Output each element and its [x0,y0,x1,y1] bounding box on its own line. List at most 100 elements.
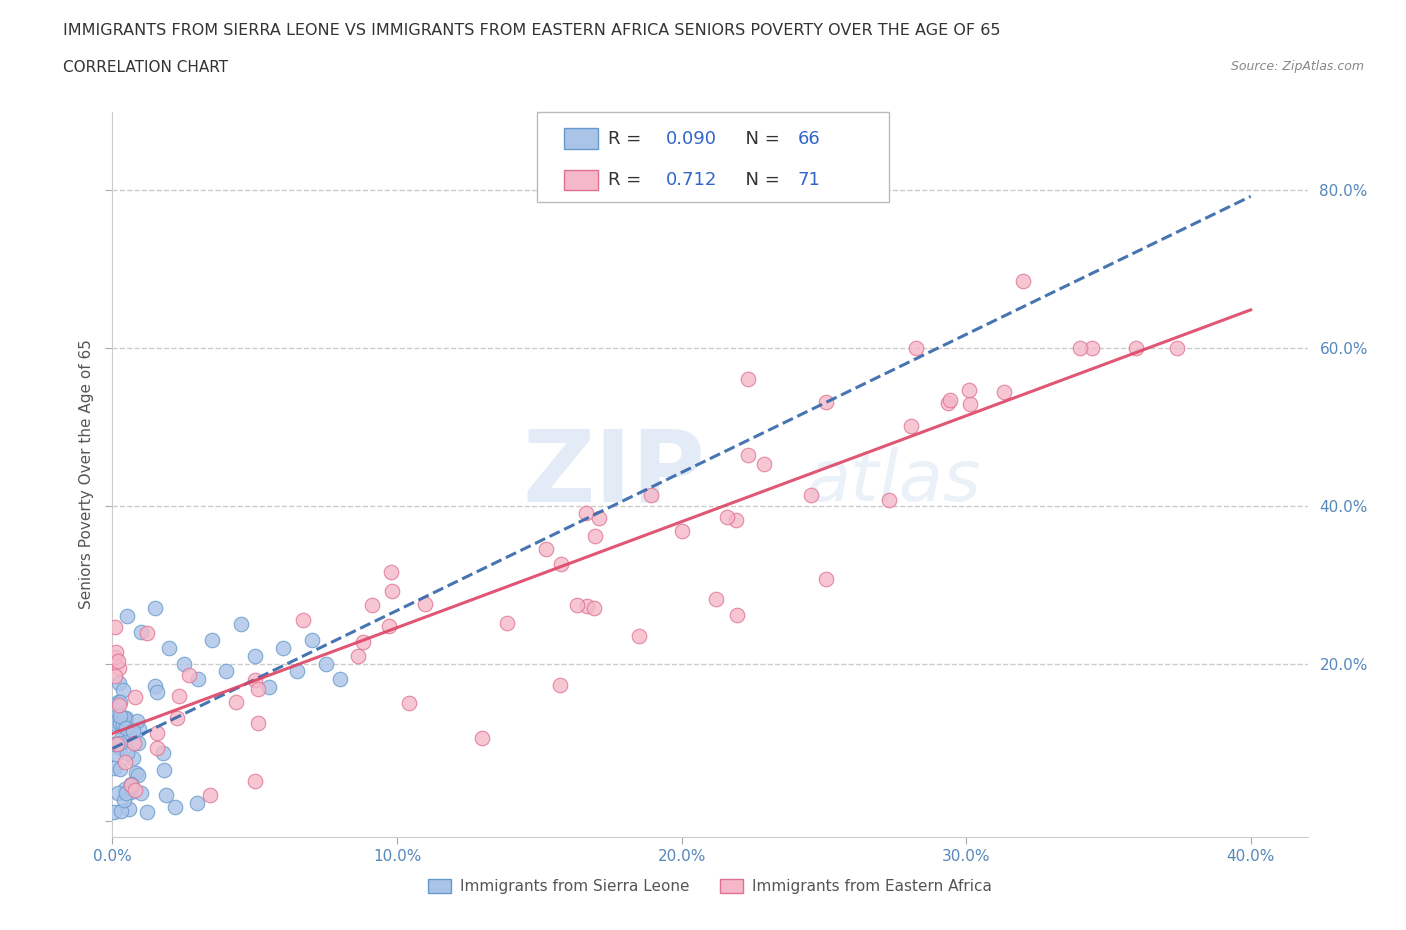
Text: 0.090: 0.090 [666,129,717,148]
Point [157,641,180,656]
Text: 0.712: 0.712 [666,171,717,190]
Point [105,737,128,751]
Point [550,557,572,572]
Point [127,767,149,782]
Point [103,805,125,820]
Point [225,694,247,709]
Point [576,598,599,613]
Text: R =: R = [609,171,647,190]
Point [136,804,159,819]
Point [575,505,598,520]
Point [737,371,759,386]
Point [104,619,127,634]
Point [704,591,727,606]
Point [292,613,315,628]
Point [103,761,125,776]
Point [1125,340,1147,355]
Point [115,746,138,761]
Point [108,716,131,731]
Point [115,609,138,624]
Point [900,418,922,433]
Point [110,804,132,818]
Point [120,777,142,791]
Point [114,781,136,796]
Point [534,541,557,556]
Point [143,601,166,616]
Point [582,601,605,616]
Point [1012,273,1035,288]
Point [107,654,129,669]
Point [121,751,143,765]
Point [725,512,748,527]
Point [114,711,136,726]
Text: Source: ZipAtlas.com: Source: ZipAtlas.com [1230,60,1364,73]
Point [107,698,129,712]
Point [104,669,127,684]
Point [301,632,323,647]
Point [125,765,148,780]
Point [135,626,157,641]
Point [107,708,129,723]
Point [471,730,494,745]
Point [146,684,169,699]
Point [129,625,152,640]
Text: IMMIGRANTS FROM SIERRA LEONE VS IMMIGRANTS FROM EASTERN AFRICA SENIORS POVERTY O: IMMIGRANTS FROM SIERRA LEONE VS IMMIGRAN… [63,23,1001,38]
Point [1166,340,1188,355]
Point [413,596,436,611]
Point [716,510,738,525]
Point [111,683,134,698]
Point [112,711,135,725]
Point [548,678,571,693]
Point [108,736,131,751]
Point [186,795,208,810]
Point [725,607,748,622]
Point [118,802,141,817]
Point [352,634,374,649]
Point [124,783,146,798]
Point [103,716,125,731]
Point [243,774,266,789]
Point [173,656,195,671]
Point [105,644,128,659]
Point [959,397,981,412]
Point [166,711,188,726]
Point [640,488,662,503]
Point [245,672,267,687]
Point [120,785,142,800]
Text: atlas: atlas [806,447,980,516]
Point [152,745,174,760]
Point [120,777,142,792]
Point [112,792,135,807]
Text: 71: 71 [797,171,820,190]
Point [229,617,252,631]
Point [143,679,166,694]
Point [815,571,838,586]
Point [107,786,129,801]
Point [938,395,960,410]
Point [198,788,221,803]
Point [271,641,294,656]
Point [1081,340,1104,355]
Point [108,733,131,748]
Point [247,682,270,697]
Text: N =: N = [734,171,786,190]
Point [108,695,131,710]
Point [115,786,138,801]
Point [993,384,1015,399]
Point [247,716,270,731]
Point [155,787,177,802]
Point [1069,340,1091,355]
Point [112,717,135,732]
Point [378,618,401,633]
Point [177,668,200,683]
Point [107,695,129,710]
Point [215,664,238,679]
Point [380,565,402,579]
Point [128,722,150,737]
FancyBboxPatch shape [564,128,598,149]
Point [104,650,127,665]
Point [108,660,131,675]
Point [129,785,152,800]
Text: 66: 66 [797,129,820,148]
Point [125,713,148,728]
